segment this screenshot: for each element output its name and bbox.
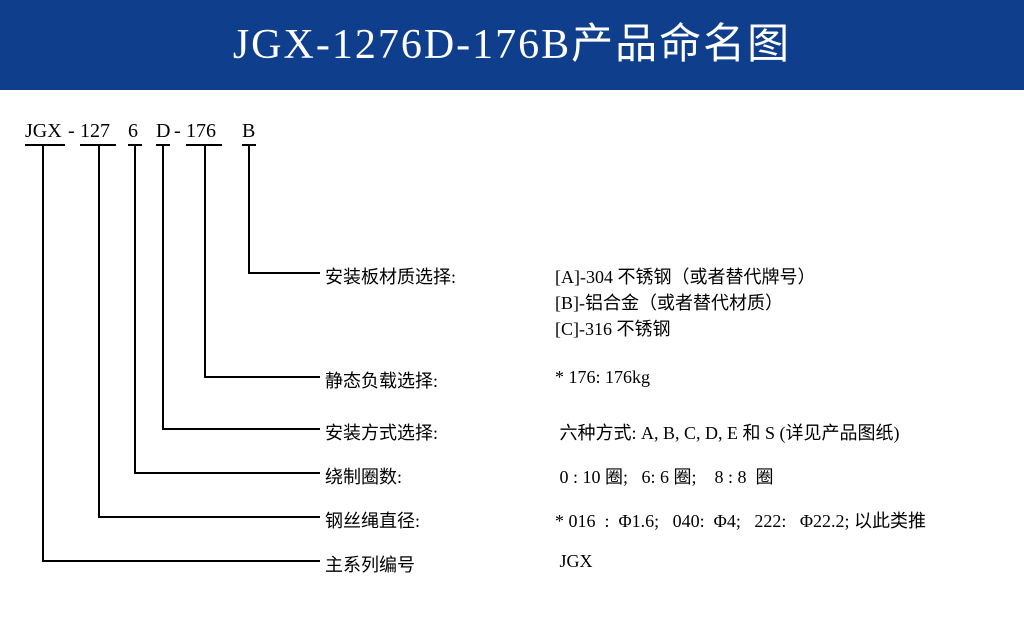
connector-horizontal <box>204 376 320 378</box>
row-value: * 016 : Φ1.6; 040: Φ4; 222: Φ22.2; 以此类推 <box>555 507 926 533</box>
connector-horizontal <box>248 272 320 274</box>
connector-vertical <box>42 144 44 560</box>
row-label: 钢丝绳直径: <box>325 507 420 533</box>
code-segment: - <box>174 120 181 143</box>
row-label: 安装板材质选择: <box>325 263 456 289</box>
code-segment: 6 <box>128 120 138 143</box>
connector-horizontal <box>162 428 320 430</box>
row-value: 0 : 10 圈; 6: 6 圈; 8 : 8 圈 <box>555 463 774 489</box>
connector-horizontal <box>134 472 320 474</box>
connector-vertical <box>98 144 100 516</box>
connector-vertical <box>134 144 136 472</box>
row-label: 主系列编号 <box>325 551 415 577</box>
connector-horizontal <box>42 560 320 562</box>
connector-vertical <box>162 144 164 428</box>
naming-diagram: JGX-1276D-176B安装板材质选择:[A]-304 不锈钢（或者替代牌号… <box>0 0 1024 621</box>
connector-vertical <box>204 144 206 376</box>
code-segment: JGX <box>25 120 62 143</box>
code-segment: 127 <box>80 120 110 143</box>
row-value: [A]-304 不锈钢（或者替代牌号） <box>555 263 815 289</box>
row-value-extra: [C]-316 不锈钢 <box>555 315 671 341</box>
row-label: 静态负载选择: <box>325 367 438 393</box>
code-segment: D <box>156 120 170 143</box>
code-segment: - <box>68 120 75 143</box>
row-value: * 176: 176kg <box>555 367 650 388</box>
connector-vertical <box>248 144 250 272</box>
code-segment: B <box>242 120 255 143</box>
row-label: 安装方式选择: <box>325 419 438 445</box>
connector-horizontal <box>98 516 320 518</box>
row-value: JGX <box>555 551 593 572</box>
row-label: 绕制圈数: <box>325 463 402 489</box>
code-segment: 176 <box>186 120 216 143</box>
code-underline <box>25 144 65 146</box>
row-value-extra: [B]-铝合金（或者替代材质） <box>555 289 783 315</box>
row-value: 六种方式: A, B, C, D, E 和 S (详见产品图纸) <box>555 419 900 445</box>
